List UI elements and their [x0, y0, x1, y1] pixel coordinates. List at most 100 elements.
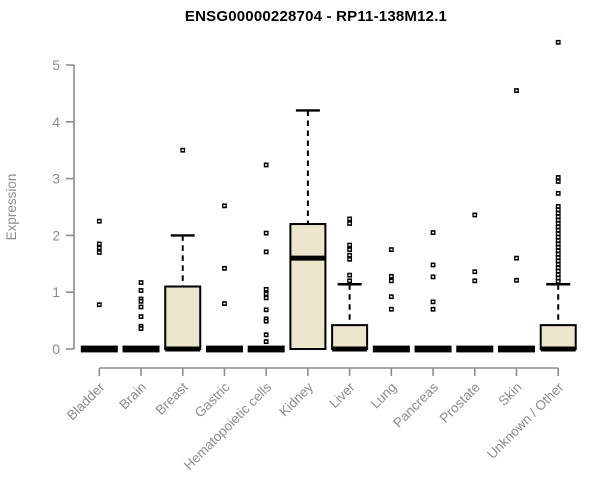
outlier-point [388, 294, 394, 300]
outlier-point [138, 280, 144, 285]
outlier-point [555, 234, 561, 240]
outlier-point [263, 249, 269, 255]
outlier-point [263, 291, 269, 297]
y-tick-label: 1 [52, 284, 60, 300]
outlier-point [388, 273, 394, 279]
box-group-liver [331, 216, 369, 352]
outlier-point [555, 238, 561, 243]
x-tick-label-lung: Lung [368, 380, 400, 412]
outlier-point [222, 203, 227, 209]
y-tick-label: 4 [52, 114, 60, 130]
outlier-point [263, 295, 269, 301]
outlier-point [555, 255, 561, 260]
y-tick-label: 2 [52, 227, 60, 243]
outlier-point [222, 301, 227, 306]
box-group-unknown-other [539, 39, 577, 352]
x-tick-label-gastric: Gastric [192, 379, 233, 420]
outlier-point [347, 247, 353, 252]
box-group-lung [372, 247, 410, 353]
x-tick-label-brain: Brain [116, 380, 149, 413]
outlier-point [555, 227, 561, 233]
outlier-point [555, 207, 561, 213]
outlier-point [555, 272, 561, 277]
outlier-point [555, 258, 561, 264]
outlier-point [555, 204, 561, 209]
x-tick-label-bladder: Bladder [64, 379, 108, 423]
outlier-point [555, 221, 561, 226]
outlier-point [347, 252, 353, 258]
outlier-point [555, 179, 561, 184]
y-axis-title: Expression [4, 174, 19, 241]
outlier-point [514, 88, 519, 93]
outlier-point [138, 326, 144, 331]
outlier-point [180, 147, 186, 153]
outlier-point [555, 39, 561, 45]
outlier-point [430, 230, 436, 235]
outlier-point [555, 275, 561, 281]
outlier-point [430, 274, 436, 280]
x-tick-label-skin: Skin [495, 380, 524, 409]
outlier-point [472, 212, 478, 218]
outlier-point [96, 250, 102, 255]
box-group-skin [498, 88, 535, 353]
outlier-point [555, 279, 561, 284]
box-group-kidney [289, 109, 327, 350]
outlier-point [555, 251, 561, 257]
x-tick-label-pancreas: Pancreas [390, 379, 441, 430]
outlier-point [472, 269, 478, 275]
x-tick-label-unknown-other: Unknown / Other [484, 379, 567, 462]
box-group-bladder [80, 218, 118, 353]
outlier-point [222, 265, 227, 271]
outlier-point [430, 262, 436, 268]
box-group-pancreas [414, 230, 452, 353]
outlier-point [138, 288, 144, 293]
outlier-point [472, 278, 478, 284]
y-tick-label: 0 [52, 341, 60, 357]
y-tick-label: 3 [52, 171, 60, 187]
outlier-point [347, 256, 353, 262]
outlier-point [388, 278, 394, 284]
outlier-point [263, 339, 269, 345]
outlier-point [263, 332, 269, 338]
outlier-point [96, 241, 102, 247]
outlier-point [555, 265, 561, 271]
outlier-point [555, 241, 561, 247]
outlier-point [430, 299, 436, 305]
outlier-point [263, 230, 269, 236]
outlier-point [555, 217, 561, 223]
outlier-point [96, 218, 102, 224]
outlier-point [96, 245, 102, 251]
outlier-point [514, 277, 519, 283]
x-tick-label-kidney: Kidney [276, 379, 316, 419]
x-tick-label-breast: Breast [153, 379, 191, 417]
outlier-point [138, 314, 144, 320]
box-group-breast [164, 147, 202, 352]
outlier-point [514, 255, 519, 261]
outlier-point [555, 224, 561, 230]
outlier-point [555, 190, 561, 196]
outlier-point [347, 272, 353, 278]
outlier-point [555, 244, 561, 250]
outlier-point [138, 304, 144, 310]
box-group-brain [122, 280, 160, 353]
outlier-point [138, 298, 144, 304]
box-group-hematopoietic-cells [247, 162, 285, 353]
box-group-prostate [456, 212, 494, 353]
outlier-point [347, 221, 353, 226]
outlier-point [555, 268, 561, 274]
x-tick-label-prostate: Prostate [437, 380, 483, 426]
box-group-gastric [205, 203, 243, 353]
outlier-point [555, 261, 561, 267]
y-tick-label: 5 [52, 57, 60, 73]
outlier-point [96, 302, 102, 308]
outlier-point [347, 216, 353, 222]
x-tick-label-liver: Liver [326, 379, 358, 411]
outlier-point [347, 278, 353, 284]
y-axis: 0 1 2 3 4 5 Expression [4, 57, 75, 357]
outlier-point [263, 286, 269, 292]
outlier-point [555, 231, 561, 237]
outlier-point [555, 210, 561, 216]
